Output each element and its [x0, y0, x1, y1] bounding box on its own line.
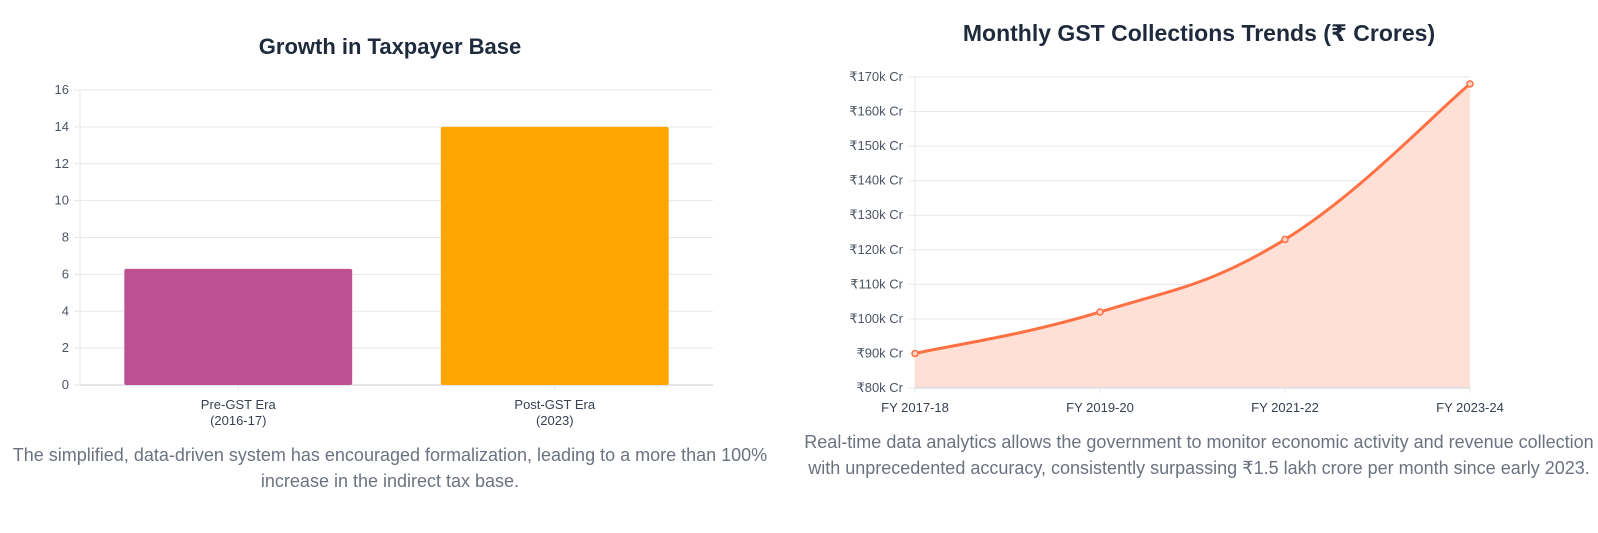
y-tick-label: ₹130k Cr: [849, 207, 903, 222]
taxpayer-chart-caption: The simplified, data-driven system has e…: [12, 445, 768, 491]
y-tick-label: 10: [55, 193, 69, 208]
gst-area-chart: ₹80k Cr ₹90k Cr ₹100k Cr ₹110k Cr ₹120k Cr ₹1…: [849, 69, 1504, 415]
series-area: [915, 83, 1470, 389]
y-tick-label: ₹110k Cr: [850, 276, 903, 291]
x-tick-label-line: (2016-17): [210, 413, 266, 428]
bar: [440, 126, 669, 385]
y-tick-label: ₹170k Cr: [849, 69, 903, 84]
x-tick-label: FY 2017-18: [881, 400, 949, 415]
data-point: [1096, 308, 1104, 316]
y-tick-label: 0: [62, 377, 69, 392]
y-tick-label: 8: [62, 230, 69, 245]
y-tick-label: ₹150k Cr: [849, 138, 903, 153]
x-tick-label: FY 2023-24: [1436, 400, 1504, 415]
x-tick-label-line: Post-GST Era: [514, 397, 595, 412]
gst-chart-title: Monthly GST Collections Trends (₹ Crores…: [962, 20, 1436, 46]
series-line: [914, 82, 1471, 355]
y-tick-label: 16: [55, 82, 69, 97]
bar: [124, 268, 353, 385]
x-tick-label-line: Pre-GST Era: [201, 397, 277, 412]
y-tick-label: ₹90k Cr: [856, 345, 903, 360]
y-tick-label: ₹100k Cr: [849, 311, 903, 326]
x-tick-label: FY 2019-20: [1066, 400, 1134, 415]
y-tick-label: 2: [62, 340, 69, 355]
data-point: [911, 349, 919, 358]
y-tick-label: 14: [55, 119, 69, 134]
data-point: [1466, 80, 1474, 88]
x-tick-label: FY 2021-22: [1251, 400, 1319, 415]
y-tick-label: ₹80k Cr: [856, 380, 903, 395]
data-point: [1281, 235, 1289, 244]
gst-chart-caption: Real-time data analytics allows the gove…: [804, 432, 1594, 478]
taxpayer-chart-title: Growth in Taxpayer Base: [258, 34, 522, 59]
y-tick-label: ₹120k Cr: [849, 242, 903, 257]
y-tick-label: 4: [62, 303, 69, 318]
y-tick-label: 6: [62, 266, 69, 281]
y-tick-label: ₹160k Cr: [849, 104, 903, 119]
y-tick-label: 12: [55, 156, 69, 171]
taxpayer-chart-panel: Growth in Taxpayer Base 0 2 4 6 8 10 12 14 16 Pre…: [0, 0, 780, 533]
x-tick-label: Post-GST Era (2023): [514, 397, 595, 428]
y-tick-label: ₹140k Cr: [849, 173, 903, 188]
x-tick-label: Pre-GST Era (2016-17): [201, 397, 277, 428]
taxpayer-bar-chart: 0 2 4 6 8 10 12 14 16 Pre-GST Era (2016-17) Post-GS…: [55, 82, 713, 428]
gst-chart-panel: Monthly GST Collections Trends (₹ Crores…: [800, 0, 1598, 533]
x-tick-label-line: (2023): [536, 413, 574, 428]
